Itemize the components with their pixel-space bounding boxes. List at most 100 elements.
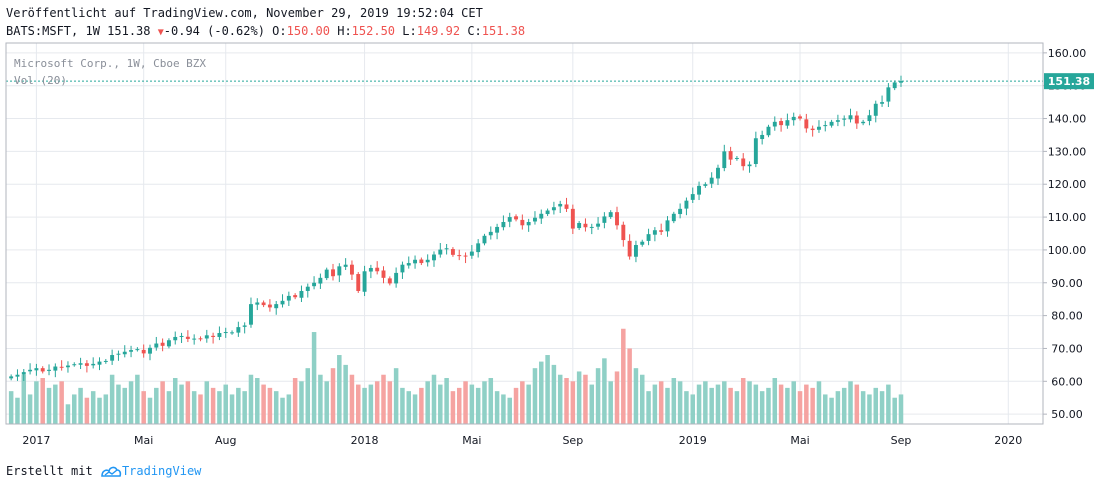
- x-tick-label: 2018: [351, 434, 379, 447]
- volume-bar: [412, 394, 418, 424]
- volume-bar: [766, 387, 771, 424]
- candle-body: [129, 350, 134, 352]
- volume-bar: [715, 384, 721, 424]
- candle-body: [880, 102, 885, 104]
- candle-body: [899, 81, 903, 83]
- volume-bar: [368, 384, 374, 424]
- footer-prefix: Erstellt mit: [6, 464, 93, 478]
- volume-bar: [778, 384, 784, 424]
- candle-body: [501, 222, 506, 228]
- volume-bar: [172, 378, 178, 424]
- candle-body: [646, 234, 651, 241]
- candle-body: [520, 219, 525, 226]
- candle-body: [293, 295, 298, 298]
- volume-bar: [501, 394, 506, 424]
- volume-bar: [128, 381, 134, 424]
- y-tick-label: 80.00: [1051, 310, 1083, 323]
- tradingview-logo-icon[interactable]: [100, 464, 122, 478]
- volume-bar: [356, 384, 361, 424]
- candle-body: [148, 347, 152, 354]
- candle-body: [665, 220, 670, 232]
- candle-body: [15, 374, 20, 377]
- candle-body: [558, 203, 563, 207]
- volume-bar: [305, 368, 311, 424]
- candle-body: [236, 327, 241, 333]
- candle-body: [9, 376, 14, 379]
- volume-bar: [703, 381, 708, 424]
- candle-body: [728, 151, 733, 160]
- candle-body: [91, 363, 96, 366]
- candle-body: [892, 82, 897, 89]
- candle-body: [103, 360, 108, 362]
- volume-bar: [154, 387, 159, 424]
- x-tick-label: Aug: [215, 434, 236, 447]
- volume-bar: [513, 387, 519, 424]
- candle-body: [678, 208, 683, 215]
- volume-bar: [785, 387, 790, 424]
- candle-body: [211, 335, 216, 337]
- candle-body: [72, 364, 77, 366]
- y-tick-label: 140.00: [1048, 113, 1087, 126]
- candle-body: [779, 121, 784, 126]
- x-tick-label: Sep: [562, 434, 583, 447]
- volume-bar: [229, 394, 235, 424]
- candle-body: [425, 259, 430, 263]
- candle-body: [394, 272, 399, 284]
- volume-bar: [267, 387, 273, 424]
- volume-bar: [627, 348, 632, 424]
- volume-bar: [27, 394, 33, 424]
- candle-body: [589, 226, 594, 228]
- candle-body: [633, 244, 638, 257]
- close-value: 151.38: [481, 24, 526, 38]
- volume-bar: [791, 381, 796, 424]
- volume-bar: [444, 378, 449, 424]
- high-label: H:: [337, 24, 352, 38]
- candle-body: [255, 302, 260, 305]
- volume-bar: [722, 381, 727, 424]
- candle-body: [507, 217, 512, 222]
- candle-body: [349, 264, 354, 275]
- candle-body: [450, 249, 455, 255]
- candle-body: [785, 120, 790, 126]
- candle-body: [97, 361, 102, 365]
- volume-bar: [873, 387, 879, 424]
- volume-legend: Vol (20): [14, 74, 67, 87]
- symbol-label: BATS:MSFT, 1W: [6, 24, 100, 38]
- candle-body: [488, 231, 493, 236]
- volume-bar: [292, 378, 298, 424]
- low-value: 149.92: [416, 24, 461, 38]
- candle-body: [185, 336, 190, 339]
- candle-body: [432, 254, 436, 261]
- volume-bar: [311, 332, 317, 424]
- candle-body: [173, 336, 178, 341]
- volume-bar: [646, 391, 651, 424]
- candle-body: [444, 248, 449, 250]
- footer-brand-link[interactable]: TradingView: [121, 464, 202, 478]
- candle-body: [533, 217, 537, 222]
- candle-body: [141, 349, 146, 354]
- volume-bar: [892, 397, 897, 424]
- candle-body: [274, 304, 279, 309]
- candle-body: [697, 185, 702, 195]
- candle-body: [249, 304, 253, 325]
- volume-bar: [286, 394, 292, 424]
- volume-bar: [747, 381, 752, 424]
- x-axis[interactable]: 2017 Mai Aug 2018 Mai Sep 2019 Mai Sep 2020: [22, 434, 1022, 447]
- volume-bar: [576, 371, 582, 424]
- volume-bar: [684, 391, 689, 424]
- volume-bar: [816, 381, 822, 424]
- candle-body: [835, 120, 840, 122]
- volume-bars: [8, 328, 904, 424]
- y-axis[interactable]: 50.00 60.00 70.00 80.00 90.00 100.00 110.00 120…: [1043, 47, 1086, 421]
- volume-bar: [450, 391, 456, 424]
- volume-bar: [570, 381, 576, 424]
- candle-body: [671, 213, 676, 222]
- candle-body: [318, 277, 323, 284]
- volume-bar: [90, 391, 96, 424]
- candle-body: [684, 200, 689, 209]
- candle-body: [741, 158, 746, 167]
- volume-bar: [343, 364, 348, 424]
- volume-bar: [34, 381, 39, 424]
- volume-bar: [532, 368, 538, 424]
